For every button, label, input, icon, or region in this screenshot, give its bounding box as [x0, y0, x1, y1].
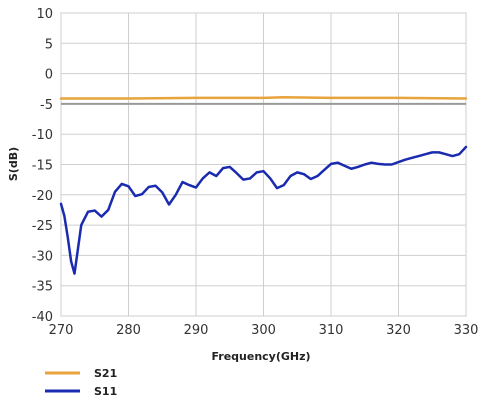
y-tick-label: -15 — [32, 159, 53, 174]
y-tick-label: -30 — [32, 249, 53, 264]
x-axis-title: Frequency(GHz) — [211, 350, 310, 363]
x-tick-label: 330 — [454, 323, 479, 338]
x-tick-label: 290 — [184, 323, 209, 338]
x-tick-label: 320 — [386, 323, 411, 338]
legend-label-s21: S21 — [94, 367, 117, 380]
x-tick-label: 270 — [49, 323, 74, 338]
y-tick-label: 5 — [45, 37, 53, 52]
grid-lines — [60, 12, 467, 317]
x-tick-label: 300 — [251, 323, 276, 338]
y-tick-label: -40 — [32, 310, 53, 325]
y-tick-label: -10 — [32, 128, 53, 143]
legend-label-s11: S11 — [94, 385, 117, 398]
y-tick-label: -25 — [32, 219, 53, 234]
tick-labels: 270 280 290 300 310 320 330 10 5 0 -5 -10 -15 -20 -25 -… — [32, 7, 479, 338]
series-lines — [59, 95, 468, 275]
y-tick-label: -5 — [40, 98, 53, 113]
legend: S21 S11 — [45, 367, 117, 398]
series-line-s11 — [59, 145, 468, 275]
y-tick-label: 10 — [36, 7, 53, 22]
y-tick-label: -35 — [32, 280, 53, 295]
y-tick-label: -20 — [32, 189, 53, 204]
series-line-s21 — [59, 95, 468, 100]
y-axis-title: S(dB) — [7, 147, 20, 181]
x-tick-label: 280 — [116, 323, 141, 338]
y-tick-label: 0 — [45, 68, 53, 83]
x-tick-label: 310 — [319, 323, 344, 338]
